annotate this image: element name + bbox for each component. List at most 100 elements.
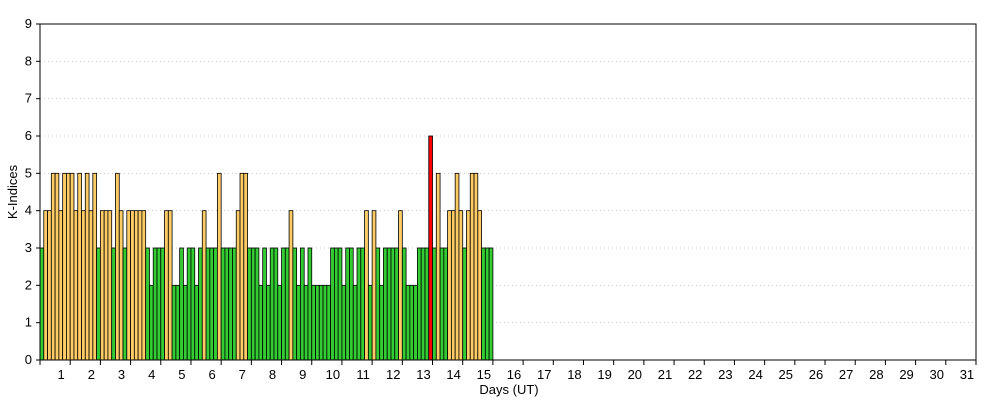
y-tick-label: 8 <box>25 53 32 68</box>
k-index-bar <box>281 247 286 361</box>
k-index-bar <box>371 210 377 361</box>
k-index-bar <box>296 284 301 361</box>
bars <box>39 135 494 361</box>
y-tick-label: 7 <box>25 91 32 106</box>
k-index-bar <box>164 210 169 361</box>
k-index-bar <box>277 284 282 361</box>
k-index-bar <box>360 247 365 361</box>
k-index-bar <box>333 247 339 361</box>
k-index-bar <box>458 210 464 361</box>
k-index-bar <box>247 247 252 361</box>
x-tick-label: 27 <box>839 367 853 382</box>
k-index-bar <box>432 247 437 361</box>
k-index-bar <box>379 284 384 361</box>
k-index-bar <box>66 172 71 361</box>
k-index-bar <box>284 247 290 361</box>
k-index-bar <box>443 247 449 361</box>
x-tick-label: 29 <box>899 367 913 382</box>
k-index-bar <box>469 172 475 361</box>
y-tick-label: 5 <box>25 165 32 180</box>
x-axis-title: Days (UT) <box>479 382 538 397</box>
k-index-bar <box>262 247 267 361</box>
k-index-bar <box>137 210 143 361</box>
x-tick-label: 13 <box>416 367 430 382</box>
y-tick-label: 3 <box>25 240 32 255</box>
x-tick-label: 25 <box>779 367 793 382</box>
x-tick-label: 12 <box>386 367 400 382</box>
k-index-bar <box>167 210 173 361</box>
k-index-bar <box>130 210 135 361</box>
k-index-bar <box>205 247 211 361</box>
k-index-bar <box>420 247 426 361</box>
k-index-bar <box>145 247 150 361</box>
k-index-bar <box>183 284 188 361</box>
k-index-bar <box>73 210 79 361</box>
k-index-bar <box>209 247 215 361</box>
k-index-bar <box>160 247 165 361</box>
x-tick-label: 19 <box>597 367 611 382</box>
y-axis-title: K-Indices <box>5 164 20 219</box>
k-index-bar <box>228 247 233 361</box>
k-index-bar <box>318 284 324 361</box>
k-index-bar <box>288 210 294 361</box>
y-tick-label: 1 <box>25 315 32 330</box>
k-index-bar <box>190 247 196 361</box>
x-tick-label: 9 <box>299 367 306 382</box>
x-tick-label: 22 <box>688 367 702 382</box>
k-index-bar <box>69 172 75 361</box>
x-tick-label: 10 <box>326 367 340 382</box>
k-index-bar <box>337 247 343 361</box>
k-index-bar <box>39 247 45 361</box>
x-tick-label: 21 <box>658 367 672 382</box>
k-index-bar <box>269 247 275 361</box>
x-tick-label: 8 <box>269 367 276 382</box>
k-index-bar <box>235 210 241 361</box>
k-index-bar <box>171 284 177 361</box>
x-tick-label: 18 <box>567 367 581 382</box>
k-index-bar <box>484 247 490 361</box>
k-index-bar <box>99 210 105 361</box>
k-index-bar <box>239 172 245 361</box>
plot-frame <box>39 23 977 361</box>
x-tick-label: 16 <box>507 367 521 382</box>
k-index-bar <box>194 284 199 361</box>
k-index-bar <box>175 284 181 361</box>
k-index-bar <box>201 210 207 361</box>
k-index-bar <box>424 247 430 361</box>
k-index-bar <box>152 247 158 361</box>
k-index-bar <box>96 247 101 361</box>
k-index-bar <box>179 247 184 361</box>
k-index-bar <box>341 284 347 361</box>
k-index-bar <box>43 210 48 361</box>
k-index-bar <box>198 247 203 361</box>
k-index-bar <box>390 247 396 361</box>
k-index-bar <box>303 284 309 361</box>
k-index-bar <box>356 247 362 361</box>
k-index-bar <box>273 247 279 361</box>
k-index-bar <box>47 210 52 361</box>
k-index-bar <box>50 172 56 361</box>
k-index-bar <box>466 210 471 361</box>
k-index-bar <box>84 172 90 361</box>
k-index-bar <box>81 210 86 361</box>
k-index-bar <box>439 247 445 361</box>
k-index-bar <box>481 247 486 361</box>
x-axis: 1 2 3 4 5 6 7 8 9 10 11 12 13 14 15 16 17 18 19 20 21 22 23 24 2… <box>39 360 977 382</box>
k-index-bar <box>54 172 60 361</box>
y-tick-label: 6 <box>25 128 32 143</box>
k-index-bar <box>292 247 298 361</box>
k-index-bar <box>417 247 422 361</box>
k-index-bar <box>454 172 460 361</box>
k-index-bar <box>326 284 332 361</box>
k-index-bar <box>315 284 320 361</box>
x-tick-label: 30 <box>930 367 944 382</box>
k-index-bar <box>300 247 305 361</box>
k-index-bar <box>133 210 139 361</box>
x-tick-label: 2 <box>88 367 95 382</box>
k-index-bar <box>243 172 248 361</box>
k-index-bar <box>213 247 218 361</box>
y-tick-label: 4 <box>25 203 32 218</box>
k-index-bar <box>447 210 452 361</box>
k-index-bar <box>115 172 120 361</box>
